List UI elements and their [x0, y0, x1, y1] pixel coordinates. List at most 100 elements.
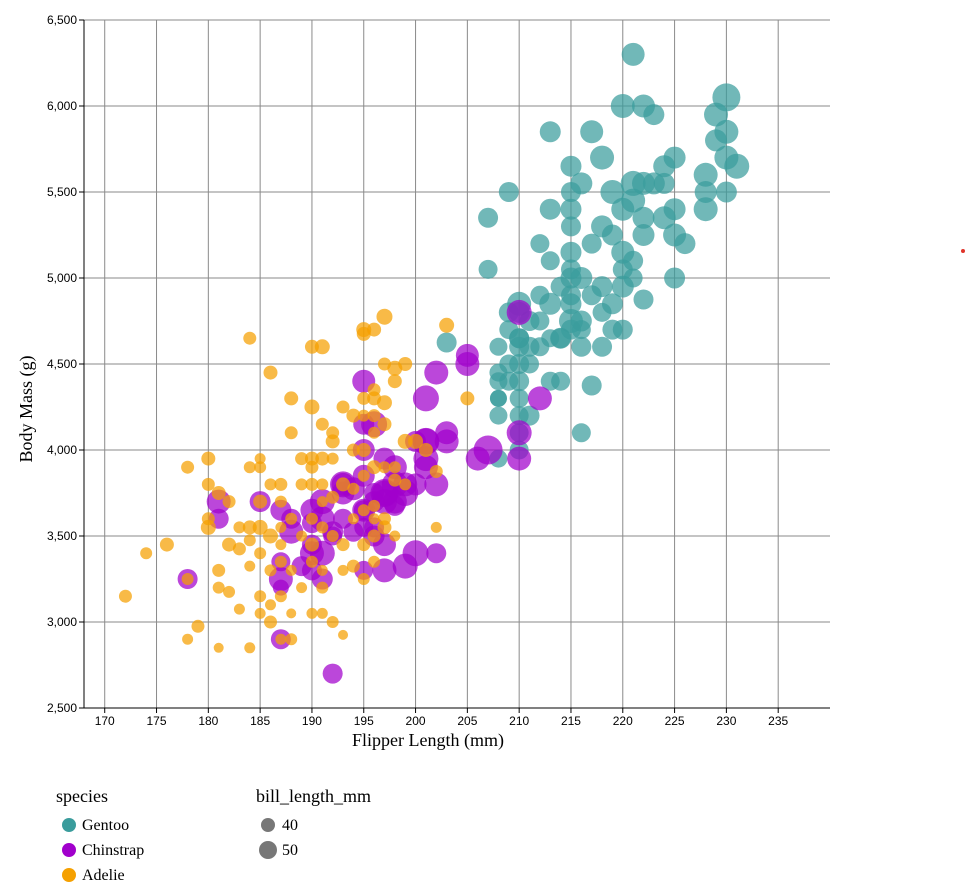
legend-label-adelie: Adelie	[82, 867, 125, 884]
x-tick-label: 200	[406, 714, 426, 728]
chinstrap-point	[272, 579, 289, 596]
gentoo-point	[612, 319, 633, 340]
gentoo-point	[600, 180, 625, 204]
gentoo-point	[436, 332, 457, 353]
adelie-point	[316, 607, 328, 619]
gentoo-point	[621, 188, 646, 213]
adelie-point	[118, 589, 132, 603]
x-tick-label: 210	[509, 714, 529, 728]
adelie-point	[357, 469, 370, 482]
adelie-point	[181, 460, 195, 474]
x-axis-title: Flipper Length (mm)	[352, 730, 504, 751]
adelie-point	[367, 460, 382, 475]
adelie-point	[211, 486, 226, 500]
gentoo-point	[560, 155, 582, 177]
adelie-point	[254, 547, 267, 560]
gentoo-point	[539, 121, 561, 143]
gentoo-point	[663, 146, 686, 169]
y-tick-label: 6,500	[47, 13, 77, 27]
adelie-point	[388, 461, 401, 474]
adelie-point	[254, 461, 267, 474]
adelie-point	[316, 564, 328, 576]
adelie-point	[305, 477, 319, 491]
adelie-point	[325, 434, 340, 449]
bill-length-legend: bill_length_mm 40 50	[256, 786, 371, 859]
gentoo-point	[705, 129, 728, 152]
y-tick-label: 4,000	[47, 443, 77, 457]
adelie-point	[264, 564, 277, 577]
legend-label-chinstrap: Chinstrap	[82, 842, 144, 859]
chinstrap-point	[412, 385, 439, 412]
y-axis-ticks: 2,500 3,000 3,500 4,000 4,500 5,000 5,500 6,000…	[47, 13, 84, 715]
bill-length-legend-title: bill_length_mm	[256, 786, 371, 806]
gentoo-point	[499, 371, 519, 391]
adelie-point	[398, 357, 413, 371]
gentoo-point	[653, 172, 675, 194]
adelie-point	[263, 528, 278, 544]
series-chinstrap	[177, 299, 552, 684]
adelie-point	[265, 599, 276, 611]
y-tick-label: 2,500	[47, 701, 77, 715]
adelie-point	[336, 538, 350, 552]
gentoo-point	[674, 233, 696, 255]
adelie-point	[418, 443, 433, 457]
y-tick-label: 5,500	[47, 185, 77, 199]
adelie-point	[368, 499, 381, 512]
chinstrap-point	[424, 472, 449, 497]
adelie-point	[243, 534, 256, 547]
adelie-point	[387, 374, 402, 389]
adelie-point	[274, 590, 287, 603]
gentoo-point	[693, 197, 718, 222]
gentoo-point	[715, 181, 737, 203]
adelie-point	[264, 615, 277, 629]
adelie-point	[399, 478, 412, 491]
gentoo-point	[539, 198, 561, 220]
x-tick-label: 190	[302, 714, 322, 728]
adelie-point	[263, 365, 278, 380]
gentoo-point	[633, 289, 654, 310]
adelie-point	[346, 559, 360, 573]
y-axis-title: Body Mass (g)	[16, 355, 37, 462]
adelie-point	[368, 426, 381, 439]
adelie-point	[326, 530, 339, 542]
x-tick-label: 170	[95, 714, 115, 728]
x-tick-label: 175	[147, 714, 167, 728]
adelie-point	[254, 453, 266, 465]
adelie-point	[140, 547, 153, 560]
y-tick-label: 6,000	[47, 99, 77, 113]
adelie-point	[284, 391, 299, 406]
adelie-point	[316, 496, 328, 508]
adelie-point	[191, 619, 205, 633]
adelie-point	[347, 513, 359, 525]
adelie-point	[367, 322, 382, 337]
adelie-point	[305, 512, 318, 525]
adelie-point	[285, 633, 298, 646]
gentoo-point	[571, 423, 591, 443]
adelie-point	[356, 443, 371, 457]
chinstrap-point	[311, 568, 333, 590]
gentoo-point	[519, 405, 540, 426]
gentoo-point	[664, 267, 686, 289]
adelie-point	[275, 539, 287, 551]
adelie-point	[274, 495, 287, 508]
y-tick-label: 4,500	[47, 357, 77, 371]
adelie-point	[285, 564, 297, 576]
adelie-point	[274, 555, 287, 568]
x-tick-label: 220	[613, 714, 633, 728]
size-legend-label-50: 50	[282, 842, 298, 859]
marker-dot	[961, 249, 965, 253]
adelie-point	[388, 473, 402, 487]
adelie-point	[336, 477, 351, 492]
adelie-point	[326, 490, 340, 504]
x-tick-label: 215	[561, 714, 581, 728]
adelie-point	[376, 308, 393, 325]
y-tick-label: 5,000	[47, 271, 77, 285]
adelie-point	[200, 519, 216, 535]
adelie-point	[347, 482, 360, 495]
gentoo-point	[611, 275, 634, 298]
gentoo-point	[694, 181, 717, 203]
gentoo-point	[581, 285, 602, 306]
gentoo-point	[592, 302, 612, 322]
gentoo-point	[590, 145, 615, 170]
gentoo-point	[581, 375, 602, 396]
